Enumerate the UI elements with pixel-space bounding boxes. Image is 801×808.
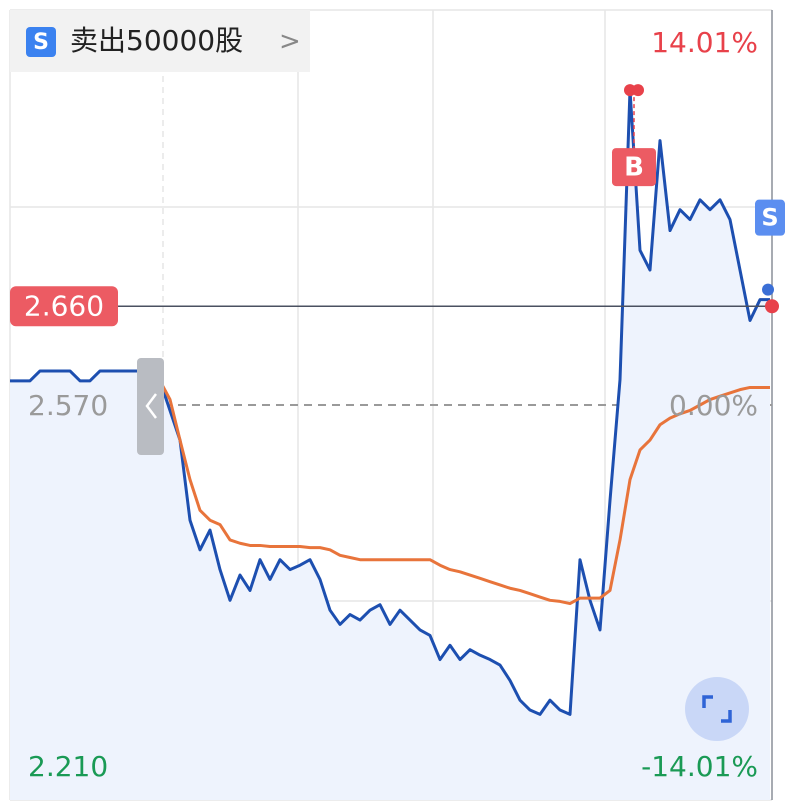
zoom-icon bbox=[702, 695, 732, 723]
trade-marker bbox=[612, 148, 656, 187]
zoom-button[interactable] bbox=[685, 677, 749, 741]
average-line bbox=[158, 380, 770, 606]
collapse-tab[interactable] bbox=[137, 358, 164, 455]
price-area bbox=[10, 90, 770, 800]
y2-tick-label: 14.01% bbox=[651, 26, 758, 59]
y-tick-label: 2.210 bbox=[28, 750, 108, 783]
current-price-badge bbox=[10, 286, 118, 327]
order-badge-arrow: > bbox=[279, 27, 301, 57]
current-price-label: 2.660 bbox=[24, 289, 104, 322]
plot bbox=[10, 88, 772, 800]
order-badge-text: 卖出50000股 bbox=[70, 24, 243, 57]
order-badge-icon: S bbox=[33, 30, 49, 55]
trade-marker-label: S bbox=[761, 204, 778, 232]
trade-marker bbox=[755, 199, 785, 236]
order-badge-icon-bg bbox=[26, 27, 56, 57]
trade-marker-label: B bbox=[624, 153, 644, 183]
y2-tick-label: -14.01% bbox=[641, 750, 758, 783]
price-line bbox=[10, 88, 770, 716]
current-price-dot bbox=[765, 299, 779, 314]
order-badge[interactable] bbox=[10, 10, 310, 72]
y2-tick-label: 0.00% bbox=[669, 389, 758, 422]
collapse-icon bbox=[145, 393, 157, 419]
trade-dot bbox=[762, 283, 774, 296]
y-tick-label: 2.570 bbox=[28, 389, 108, 422]
trade-dot bbox=[632, 84, 644, 97]
